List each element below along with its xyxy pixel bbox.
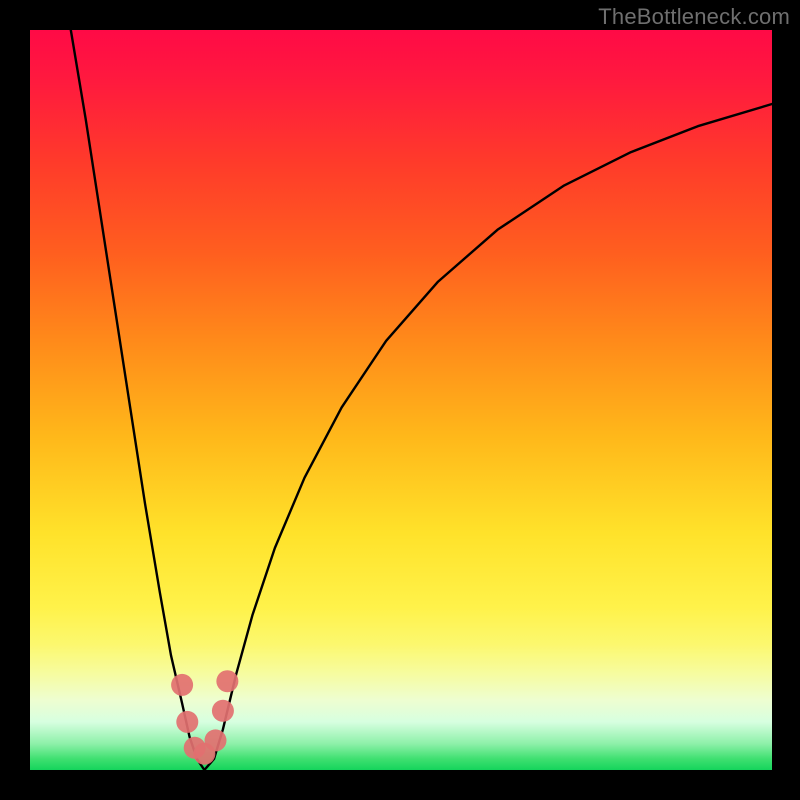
watermark-text: TheBottleneck.com	[598, 4, 790, 30]
marker-group	[171, 670, 238, 765]
data-marker	[176, 711, 198, 733]
curve-left-branch	[71, 30, 205, 770]
plot-area	[30, 30, 772, 770]
data-marker	[205, 729, 227, 751]
curve-right-branch	[204, 104, 772, 770]
curves-svg	[30, 30, 772, 770]
data-marker	[216, 670, 238, 692]
data-marker	[171, 674, 193, 696]
chart-frame: TheBottleneck.com	[0, 0, 800, 800]
data-marker	[212, 700, 234, 722]
